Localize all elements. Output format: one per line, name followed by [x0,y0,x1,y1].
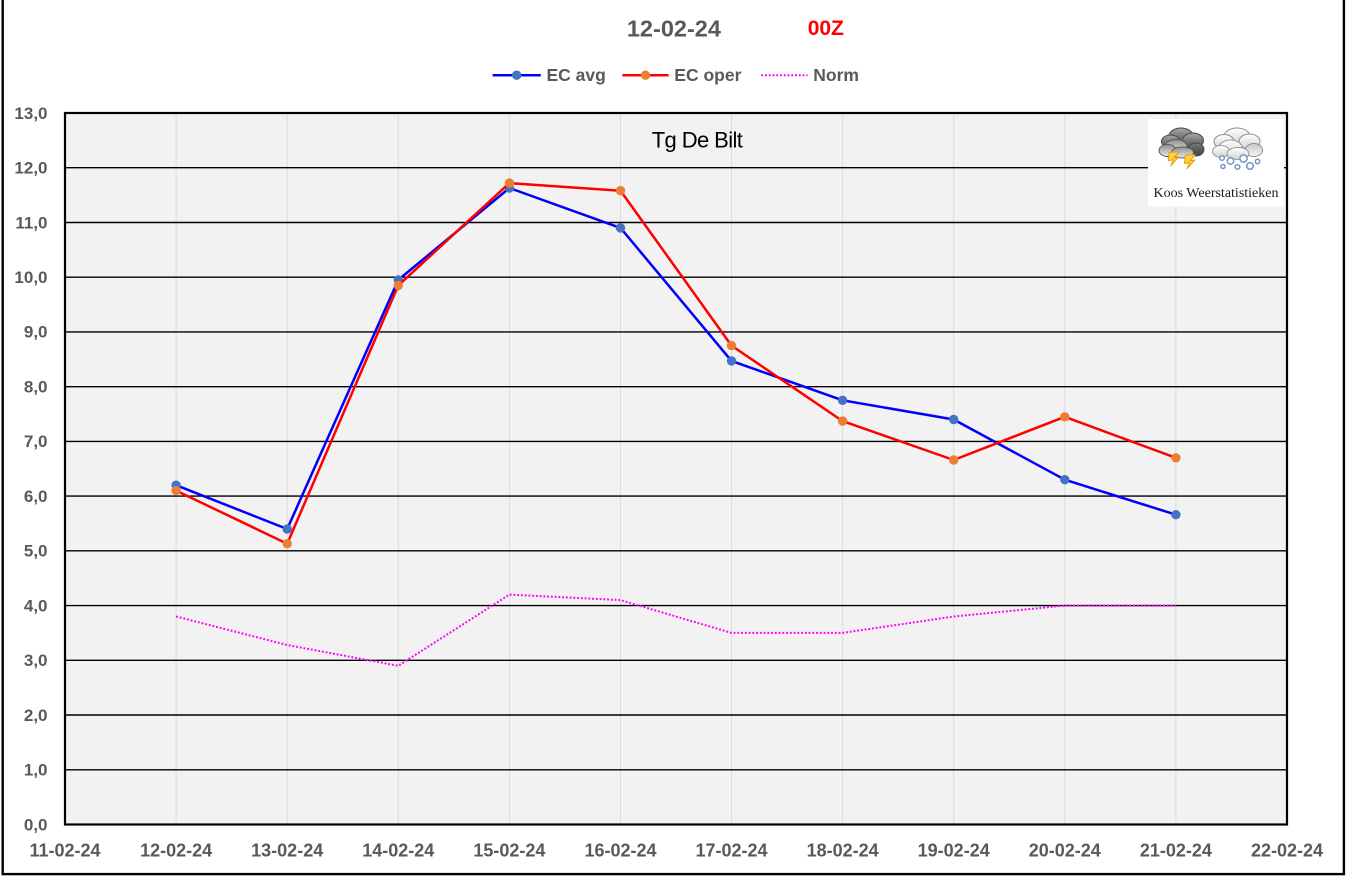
svg-text:9,0: 9,0 [24,323,48,342]
svg-text:5,0: 5,0 [24,542,48,561]
svg-text:12,0: 12,0 [14,159,47,178]
svg-text:Norm: Norm [813,65,859,85]
svg-text:16-02-24: 16-02-24 [584,840,656,860]
svg-text:10,0: 10,0 [14,268,47,287]
svg-text:6,0: 6,0 [24,487,48,506]
svg-text:18-02-24: 18-02-24 [807,840,879,860]
svg-text:20-02-24: 20-02-24 [1029,840,1101,860]
svg-text:EC oper: EC oper [674,65,741,85]
svg-text:14-02-24: 14-02-24 [362,840,434,860]
svg-text:8,0: 8,0 [24,378,48,397]
svg-text:4,0: 4,0 [24,596,48,615]
svg-text:0,0: 0,0 [24,815,48,834]
svg-text:00Z: 00Z [808,17,844,40]
svg-text:19-02-24: 19-02-24 [918,840,990,860]
svg-text:12-02-24: 12-02-24 [140,840,212,860]
svg-text:Koos Weerstatistieken: Koos Weerstatistieken [1154,186,1279,201]
svg-text:Tg De Bilt: Tg De Bilt [652,128,743,153]
svg-text:13,0: 13,0 [14,104,47,123]
svg-text:11,0: 11,0 [15,213,47,232]
svg-text:17-02-24: 17-02-24 [695,840,767,860]
svg-text:21-02-24: 21-02-24 [1140,840,1212,860]
svg-text:7,0: 7,0 [24,432,48,451]
svg-text:11-02-24: 11-02-24 [29,840,100,860]
svg-text:22-02-24: 22-02-24 [1251,840,1323,860]
svg-text:3,0: 3,0 [24,651,48,670]
svg-text:1,0: 1,0 [24,761,48,780]
svg-text:12-02-24: 12-02-24 [627,16,721,42]
svg-text:2,0: 2,0 [24,706,48,725]
svg-text:13-02-24: 13-02-24 [251,840,323,860]
svg-text:EC avg: EC avg [547,65,606,85]
svg-text:15-02-24: 15-02-24 [473,840,545,860]
